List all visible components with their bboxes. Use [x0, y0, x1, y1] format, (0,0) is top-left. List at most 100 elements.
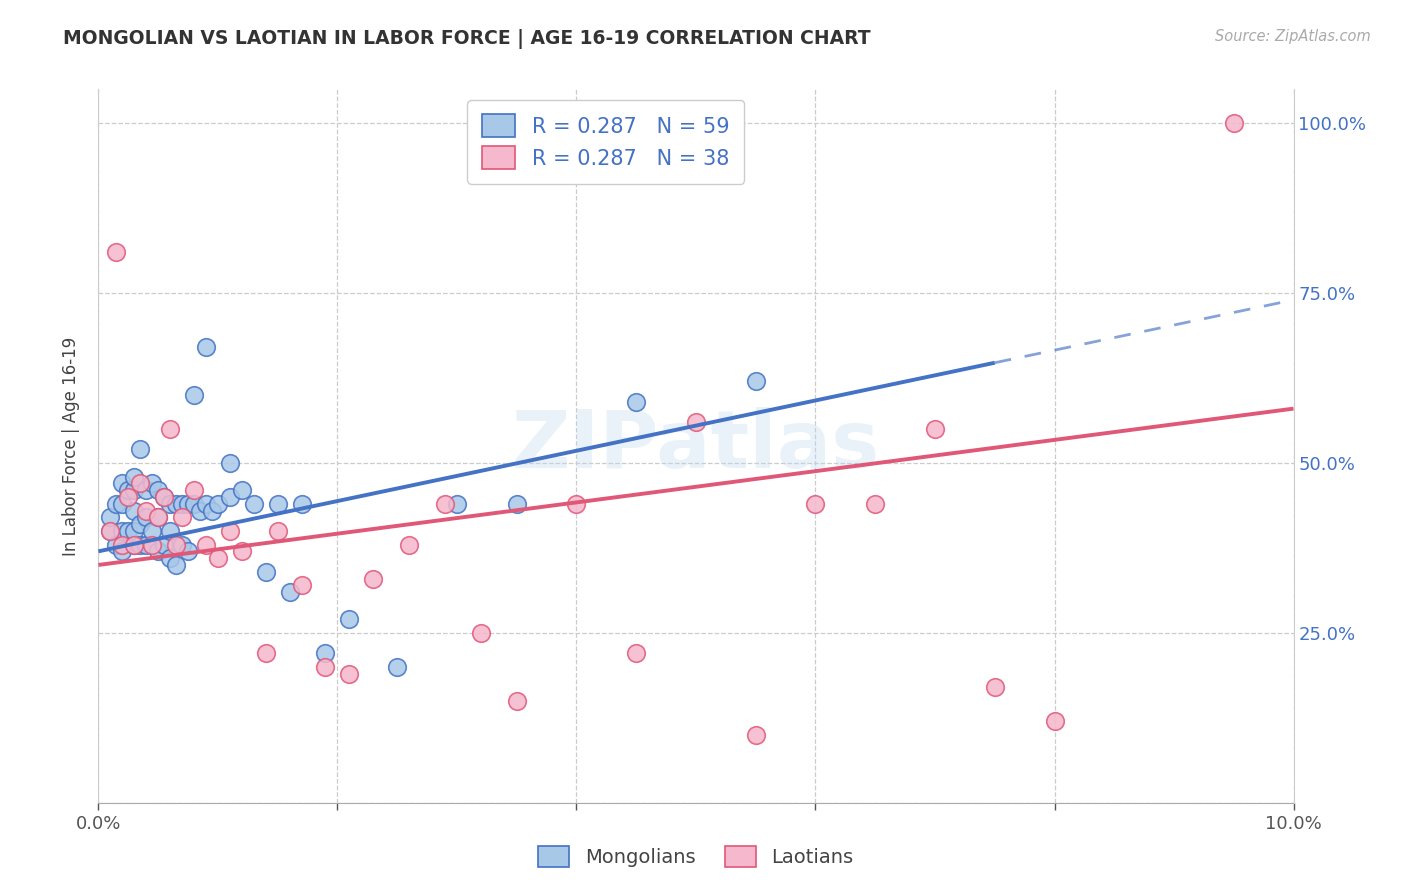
- Point: [565, 497, 588, 511]
- Point: [124, 537, 146, 551]
- Point: [117, 490, 139, 504]
- Point: [804, 497, 827, 511]
- Point: [195, 341, 218, 355]
- Point: [231, 483, 253, 498]
- Point: [626, 394, 648, 409]
- Point: [363, 572, 385, 586]
- Point: [111, 537, 134, 551]
- Point: [105, 497, 128, 511]
- Point: [506, 497, 529, 511]
- Point: [865, 497, 887, 511]
- Point: [470, 626, 492, 640]
- Point: [117, 483, 139, 498]
- Point: [124, 503, 146, 517]
- Point: [183, 497, 205, 511]
- Point: [172, 497, 194, 511]
- Text: MONGOLIAN VS LAOTIAN IN LABOR FORCE | AGE 16-19 CORRELATION CHART: MONGOLIAN VS LAOTIAN IN LABOR FORCE | AG…: [63, 29, 870, 48]
- Point: [626, 646, 648, 660]
- Point: [339, 612, 361, 626]
- Point: [339, 666, 361, 681]
- Point: [172, 537, 194, 551]
- Point: [117, 524, 139, 538]
- Point: [148, 510, 170, 524]
- Point: [124, 537, 146, 551]
- Point: [111, 476, 134, 491]
- Point: [165, 537, 187, 551]
- Point: [924, 422, 946, 436]
- Point: [385, 660, 409, 674]
- Point: [207, 497, 229, 511]
- Point: [188, 503, 211, 517]
- Point: [105, 537, 128, 551]
- Point: [159, 422, 181, 436]
- Point: [398, 537, 420, 551]
- Point: [1043, 714, 1066, 729]
- Point: [291, 578, 314, 592]
- Point: [177, 544, 200, 558]
- Point: [745, 728, 768, 742]
- Point: [984, 680, 1007, 694]
- Point: [278, 585, 301, 599]
- Point: [207, 551, 229, 566]
- Text: ZIPatlas: ZIPatlas: [512, 407, 880, 485]
- Point: [231, 544, 253, 558]
- Point: [159, 551, 181, 566]
- Point: [243, 497, 266, 511]
- Text: Source: ZipAtlas.com: Source: ZipAtlas.com: [1215, 29, 1371, 44]
- Point: [177, 497, 200, 511]
- Point: [129, 537, 152, 551]
- Point: [141, 524, 163, 538]
- Point: [148, 483, 170, 498]
- Point: [165, 558, 187, 572]
- Point: [141, 537, 163, 551]
- Point: [267, 524, 290, 538]
- Point: [111, 524, 134, 538]
- Point: [135, 510, 157, 524]
- Point: [1223, 116, 1246, 130]
- Point: [195, 537, 218, 551]
- Point: [446, 497, 468, 511]
- Point: [165, 497, 187, 511]
- Point: [111, 497, 134, 511]
- Point: [98, 524, 122, 538]
- Point: [745, 375, 768, 389]
- Point: [159, 524, 181, 538]
- Point: [201, 503, 224, 517]
- Point: [183, 388, 205, 402]
- Point: [135, 537, 157, 551]
- Point: [129, 442, 152, 457]
- Legend: Mongolians, Laotians: Mongolians, Laotians: [530, 838, 862, 875]
- Point: [124, 483, 146, 498]
- Point: [111, 544, 134, 558]
- Point: [153, 537, 176, 551]
- Point: [159, 497, 181, 511]
- Point: [685, 415, 707, 429]
- Point: [219, 456, 242, 470]
- Point: [506, 694, 529, 708]
- Point: [434, 497, 457, 511]
- Point: [148, 510, 170, 524]
- Point: [315, 660, 337, 674]
- Point: [153, 490, 176, 504]
- Point: [254, 646, 277, 660]
- Point: [129, 517, 152, 532]
- Point: [135, 483, 157, 498]
- Point: [153, 490, 176, 504]
- Y-axis label: In Labor Force | Age 16-19: In Labor Force | Age 16-19: [62, 336, 80, 556]
- Point: [124, 469, 146, 483]
- Point: [195, 497, 218, 511]
- Point: [124, 524, 146, 538]
- Point: [105, 245, 128, 260]
- Point: [172, 510, 194, 524]
- Point: [254, 565, 277, 579]
- Point: [141, 476, 163, 491]
- Point: [219, 490, 242, 504]
- Point: [148, 544, 170, 558]
- Point: [98, 510, 122, 524]
- Point: [219, 524, 242, 538]
- Point: [183, 483, 205, 498]
- Point: [315, 646, 337, 660]
- Point: [291, 497, 314, 511]
- Point: [267, 497, 290, 511]
- Point: [98, 524, 122, 538]
